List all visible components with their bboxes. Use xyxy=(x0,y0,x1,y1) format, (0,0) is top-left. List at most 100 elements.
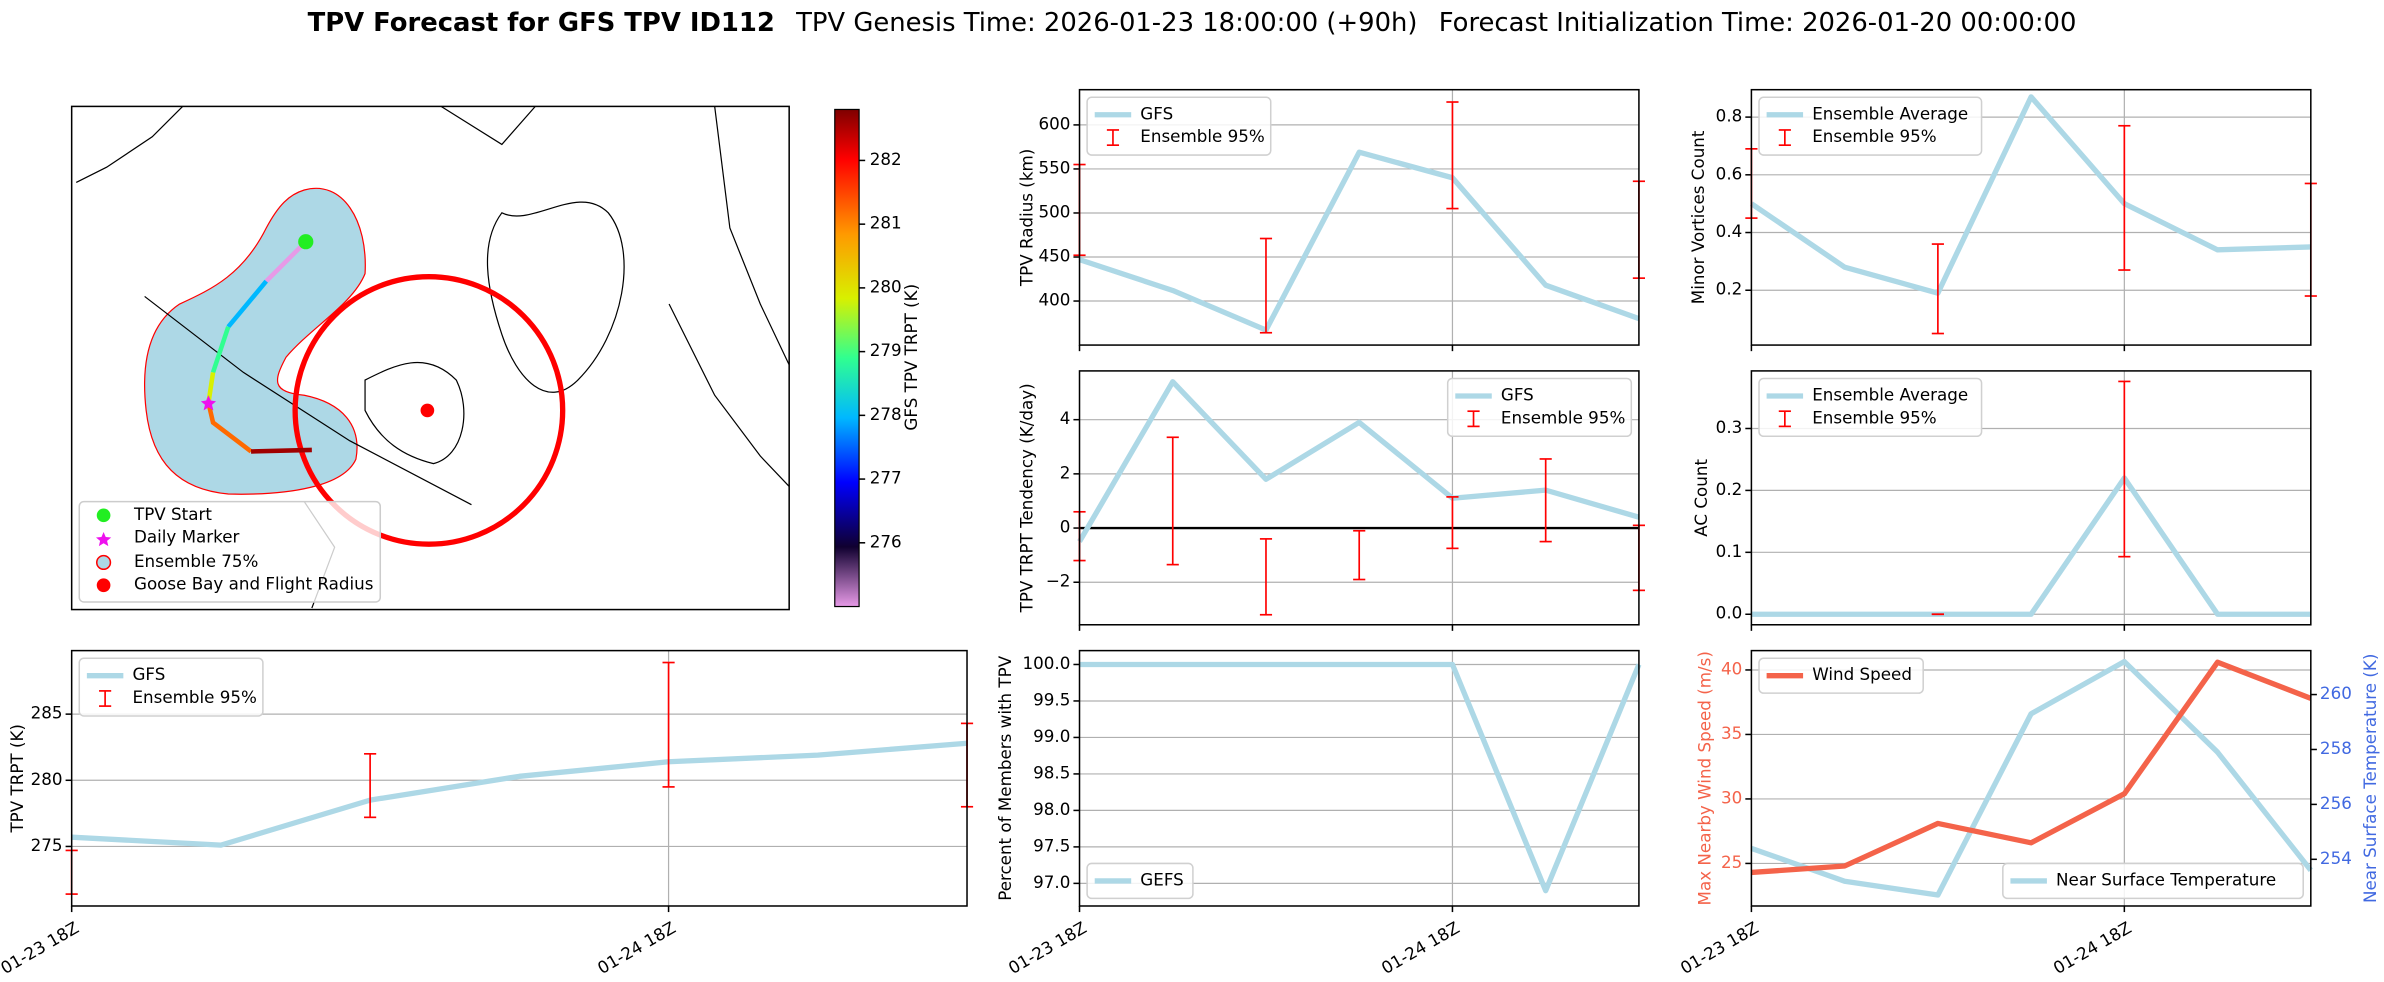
colorbar-tick-label: 281 xyxy=(870,213,902,233)
figure-title: TPV Forecast for GFS TPV ID112 TPV Genesi… xyxy=(308,7,2077,37)
y-axis-label: Percent of Members with TPV xyxy=(995,655,1015,901)
track-segment xyxy=(206,402,253,454)
y2-tick-label: 254 xyxy=(2320,848,2352,868)
y-tick-label: 25 xyxy=(1721,852,1742,872)
legend-label: Goose Bay and Flight Radius xyxy=(134,574,373,594)
legend xyxy=(1446,377,1633,438)
series-line xyxy=(1078,149,1640,333)
colorbar-tick-label: 280 xyxy=(870,276,902,296)
legend-label: Ensemble 75% xyxy=(134,551,258,571)
colorbar-label: GFS TPV TRPT (K) xyxy=(901,284,921,431)
legend-label: Near Surface Temperature xyxy=(2056,869,2276,889)
map-panel: TPV Start Daily Marker Ensemble 75% Goos… xyxy=(70,105,921,611)
y-axis-label: TPV TRPT (K) xyxy=(7,724,27,834)
plot-frame xyxy=(1750,88,2312,346)
legend-label: Daily Marker xyxy=(134,527,240,547)
y-tick-label: 97.0 xyxy=(1033,872,1070,892)
y-tick-label: 0.2 xyxy=(1716,479,1743,499)
legend-label: Ensemble 95% xyxy=(1812,407,1936,427)
series-line xyxy=(1751,659,2312,876)
legend-label: Wind Speed xyxy=(1812,664,1912,684)
title-genesis: TPV Genesis Time: 2026-01-23 18:00:00 (+… xyxy=(795,7,1417,37)
legend-label: GFS xyxy=(132,664,165,684)
track xyxy=(206,240,312,454)
y-tick-label: 275 xyxy=(31,835,63,855)
y-tick-label: 30 xyxy=(1721,787,1742,807)
legend-label: Ensemble 95% xyxy=(1501,407,1625,427)
goose-bay xyxy=(420,403,435,418)
legend-marker xyxy=(96,508,111,523)
legend-label: Ensemble 95% xyxy=(1140,126,1264,146)
series-line xyxy=(1749,94,2311,296)
legend-marker xyxy=(96,578,111,593)
y-tick-label: 0.2 xyxy=(1716,279,1743,299)
legend xyxy=(1758,96,1983,156)
legend xyxy=(1758,657,1924,694)
y2-tick-label: 258 xyxy=(2320,738,2352,758)
y-tick-label: 0.6 xyxy=(1716,163,1743,183)
track-segment xyxy=(250,447,312,454)
series-line xyxy=(71,740,968,848)
y-tick-label: 550 xyxy=(1038,157,1070,177)
colorbar-tick-label: 276 xyxy=(870,531,902,551)
legend-label: GFS xyxy=(1501,384,1534,404)
y-tick-label: 0.1 xyxy=(1716,541,1743,561)
y-tick-label: 500 xyxy=(1038,201,1070,221)
legend-label: Ensemble Average xyxy=(1812,103,1968,123)
series-line xyxy=(1750,658,2313,898)
plot-frame xyxy=(1078,370,1640,626)
y-axis-label: TPV Radius (km) xyxy=(1016,149,1036,287)
plot-frame xyxy=(1750,649,2312,907)
y-tick-label: 285 xyxy=(31,703,63,723)
title-init: Forecast Initialization Time: 2026-01-20… xyxy=(1439,7,2077,37)
coastline xyxy=(75,105,790,609)
y2-axis-label: Near Surface Temperature (K) xyxy=(2360,654,2380,903)
legend-label: TPV Start xyxy=(133,504,212,524)
legend-label: Ensemble Average xyxy=(1812,384,1968,404)
title-main: TPV Forecast for GFS TPV ID112 xyxy=(308,7,775,37)
plot-frame xyxy=(1750,370,2312,626)
y-tick-label: 100.0 xyxy=(1023,653,1071,673)
track-segment xyxy=(264,240,308,283)
tpv-start xyxy=(298,234,314,250)
y-tick-label: 400 xyxy=(1038,290,1070,310)
map-legend xyxy=(78,500,382,603)
legend xyxy=(1758,377,1983,438)
legend-label: GFS xyxy=(1140,103,1173,123)
series-line xyxy=(1079,661,1642,894)
y-tick-label: 450 xyxy=(1038,246,1070,266)
y-tick-label: 97.5 xyxy=(1033,835,1070,855)
y2-tick-label: 256 xyxy=(2320,793,2352,813)
y-tick-label: 99.5 xyxy=(1033,689,1070,709)
map-frame xyxy=(70,105,790,611)
colorbar-tick-label: 279 xyxy=(870,340,902,360)
y-tick-label: 0 xyxy=(1060,517,1071,537)
y-tick-label: 2 xyxy=(1060,462,1071,482)
y2-tick-label: 260 xyxy=(2320,683,2352,703)
y-axis-label: TPV TRPT Tendency (K/day) xyxy=(1016,383,1036,613)
colorbar xyxy=(834,108,860,608)
legend-label: GEFS xyxy=(1140,869,1183,889)
legend xyxy=(2002,862,2304,900)
track-segment xyxy=(226,279,268,329)
plot-frame xyxy=(1078,88,1640,346)
y-axis-label: Minor Vortices Count xyxy=(1688,130,1708,304)
legend-label: Ensemble 95% xyxy=(132,687,256,707)
colorbar-tick-label: 277 xyxy=(870,468,902,488)
legend xyxy=(1086,96,1272,156)
y-axis-label: AC Count xyxy=(1691,459,1711,537)
y-tick-label: 98.5 xyxy=(1033,762,1070,782)
y-tick-label: 98.0 xyxy=(1033,799,1070,819)
y-tick-label: 0.3 xyxy=(1716,417,1743,437)
y-tick-label: −2 xyxy=(1046,571,1071,591)
y-tick-label: 35 xyxy=(1721,723,1742,743)
y-tick-label: 600 xyxy=(1038,113,1070,133)
y-tick-label: 4 xyxy=(1060,408,1071,428)
flight-radius xyxy=(292,274,566,547)
y-axis-label: Max Nearby Wind Speed (m/s) xyxy=(1694,651,1714,905)
track-segment xyxy=(210,326,231,374)
y-tick-label: 280 xyxy=(31,769,63,789)
daily-marker xyxy=(200,395,217,411)
